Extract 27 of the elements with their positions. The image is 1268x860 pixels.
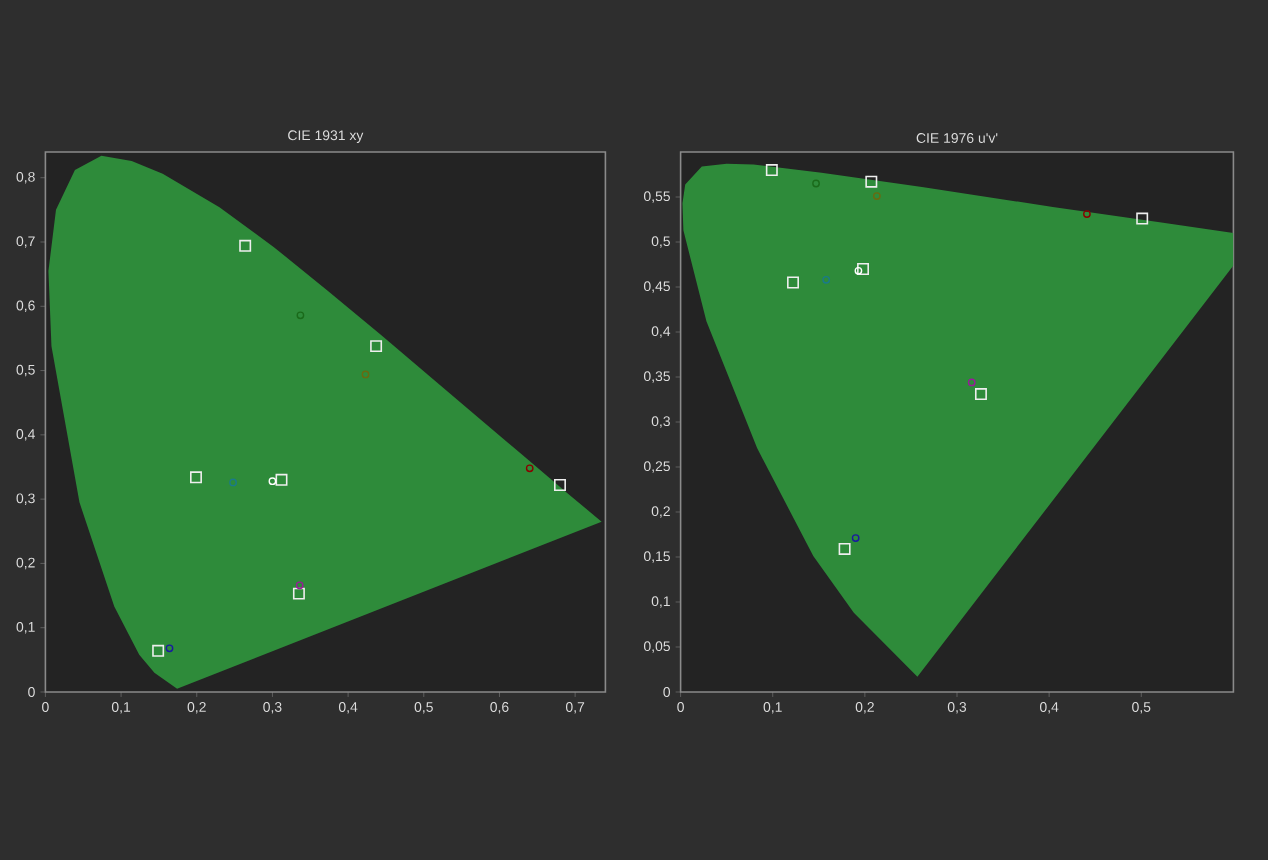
point — [295, 581, 304, 590]
point — [854, 266, 863, 275]
point — [165, 644, 174, 653]
point — [1083, 210, 1091, 218]
point — [239, 239, 252, 252]
point — [152, 644, 165, 657]
point — [865, 175, 878, 188]
point — [872, 192, 881, 200]
point — [292, 587, 305, 600]
point — [296, 311, 305, 320]
point — [787, 276, 799, 289]
point — [967, 378, 976, 387]
point — [974, 388, 987, 401]
point — [1136, 212, 1149, 225]
point — [275, 473, 288, 486]
point — [765, 164, 778, 176]
point — [851, 534, 860, 542]
point — [370, 340, 383, 353]
point — [190, 471, 202, 484]
point — [822, 275, 831, 284]
point — [554, 479, 566, 491]
point — [361, 370, 370, 379]
point — [838, 542, 851, 555]
point — [229, 478, 237, 487]
point — [268, 477, 277, 486]
point — [857, 263, 870, 275]
point — [525, 464, 534, 473]
